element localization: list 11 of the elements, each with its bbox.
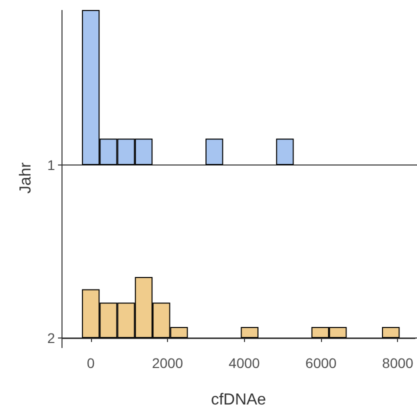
bar — [382, 327, 400, 338]
x-tick-label: 8000 — [382, 355, 414, 371]
x-tick-label: 4000 — [228, 355, 260, 371]
text: 2 — [47, 330, 56, 346]
x-tick-label: 6000 — [305, 355, 337, 371]
x-tick-label: 2000 — [152, 355, 184, 371]
x-axis-title: cfDNAe — [210, 392, 266, 408]
bar — [240, 327, 258, 338]
text: 1 — [47, 157, 56, 173]
y-axis-title: Jahr — [18, 162, 34, 194]
x-tick-label: 0 — [86, 355, 95, 371]
